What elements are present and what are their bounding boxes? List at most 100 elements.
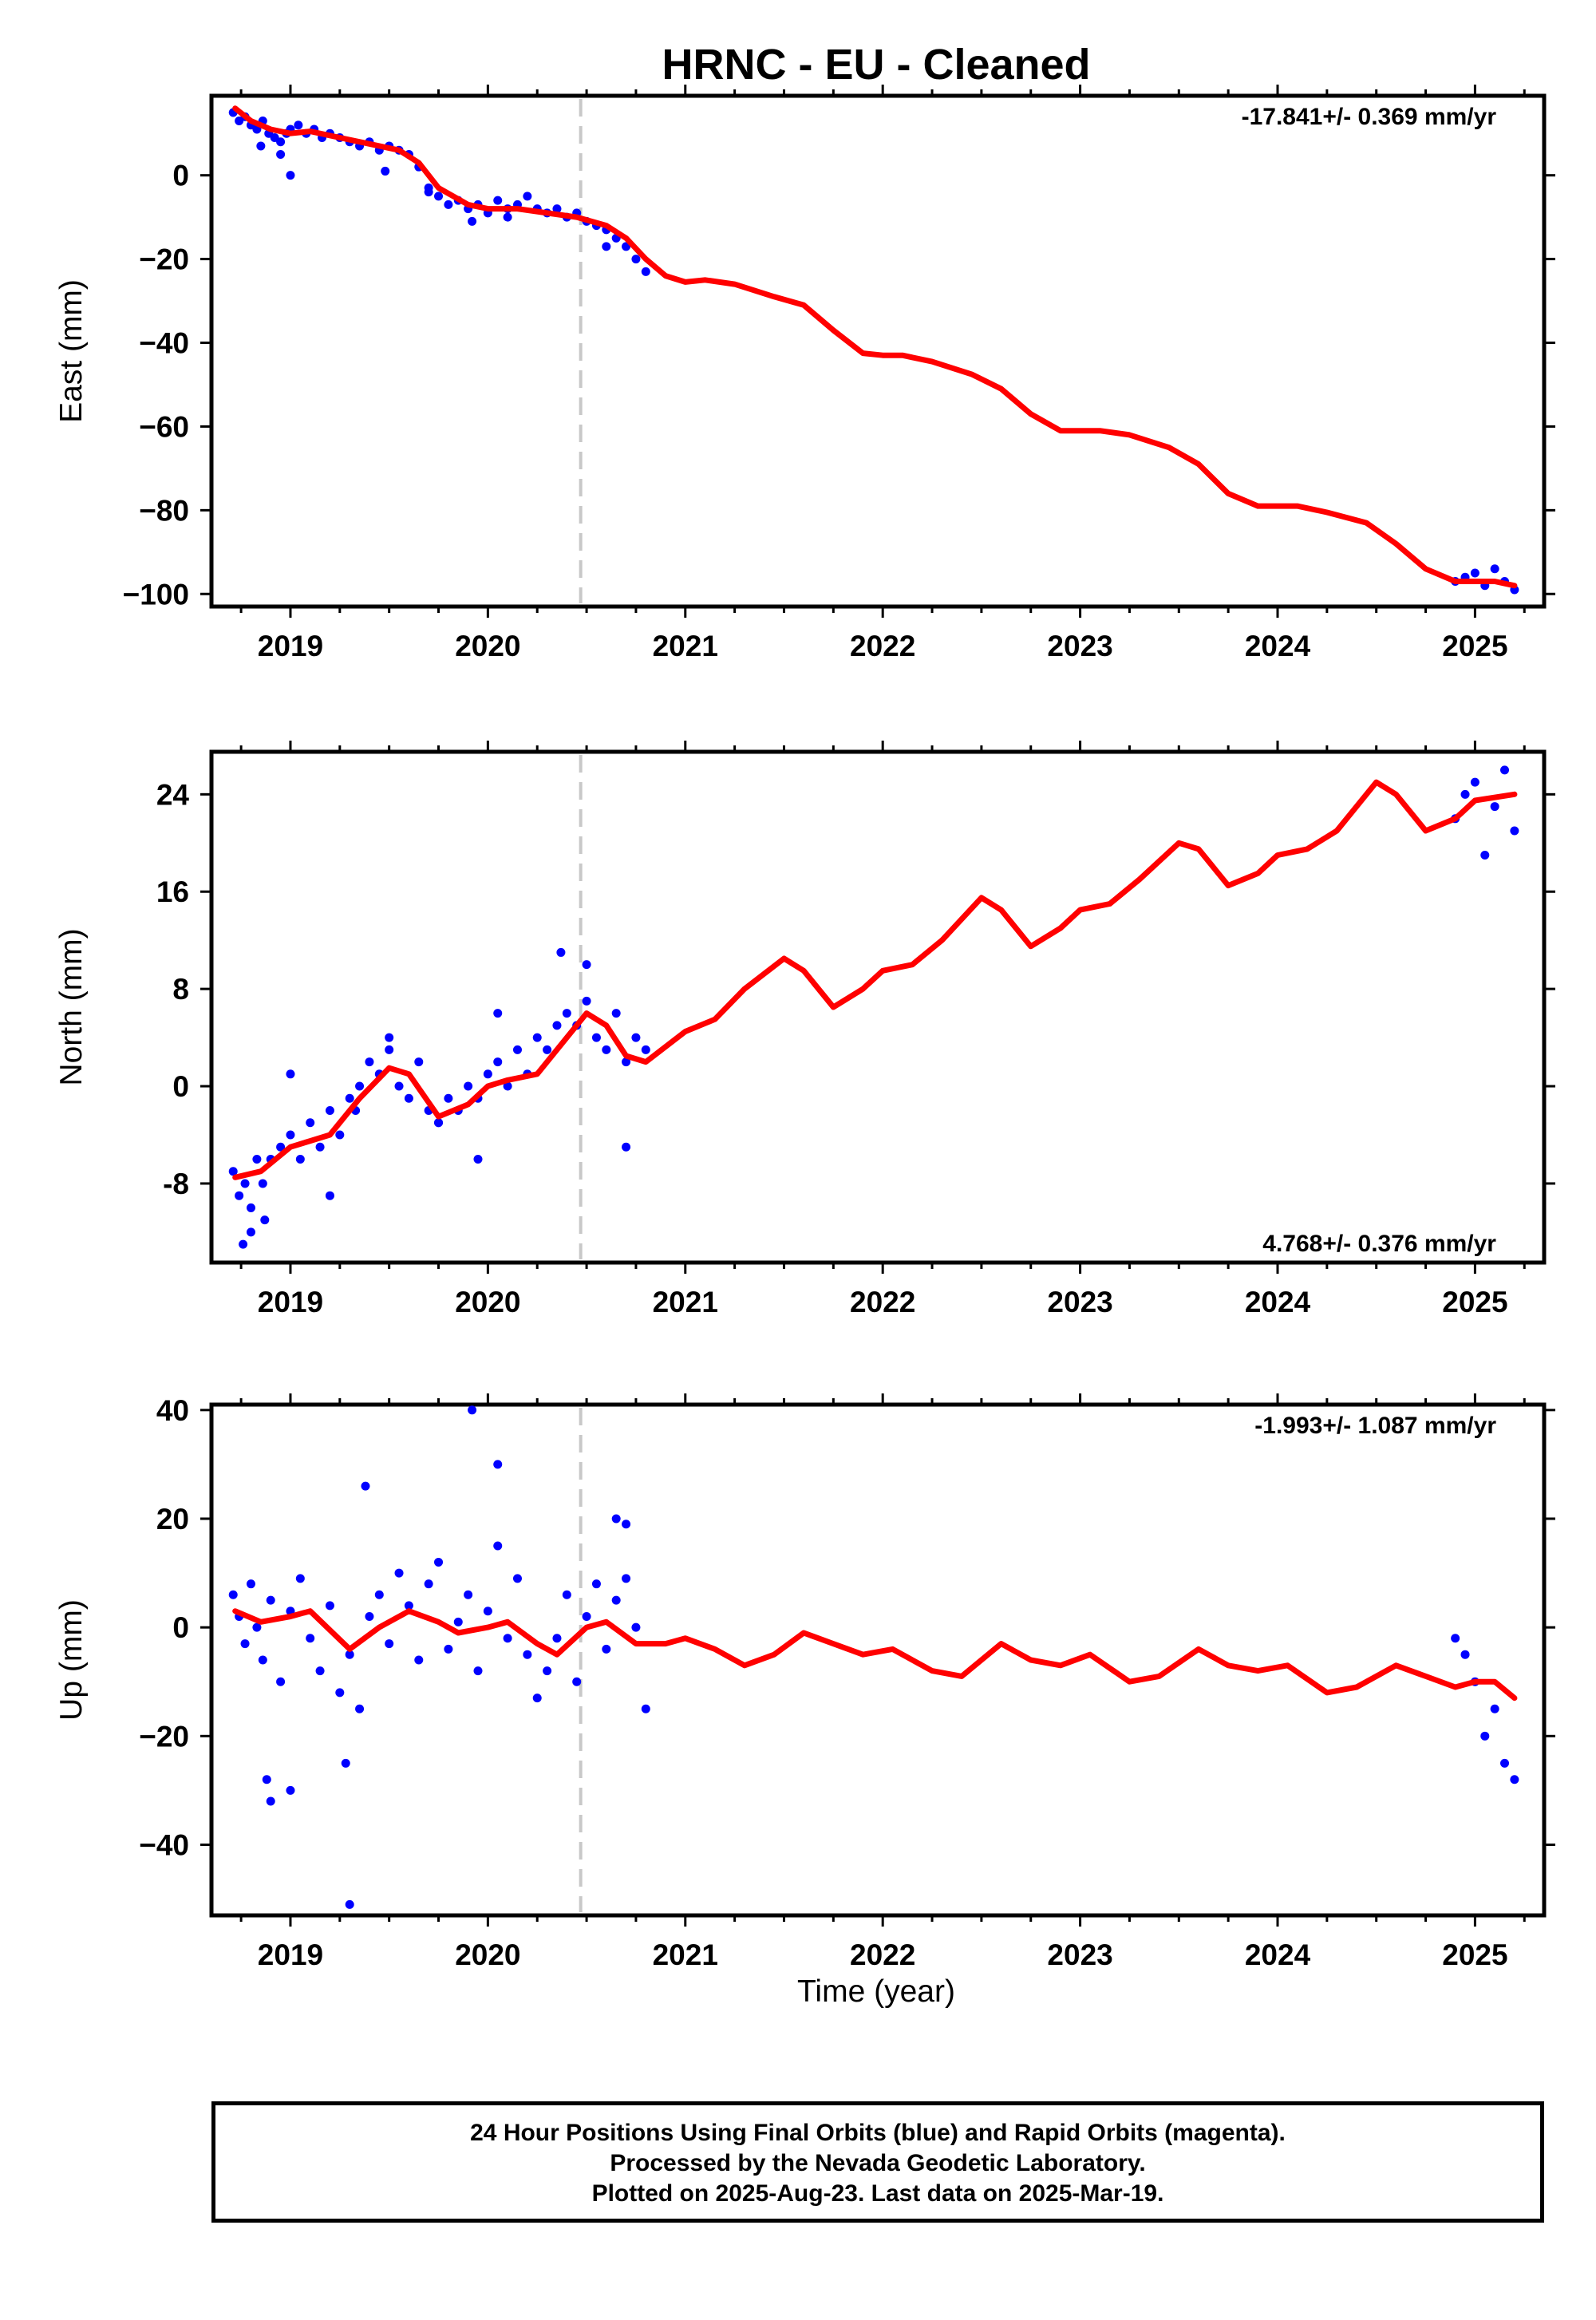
up-data-point — [1490, 1704, 1499, 1713]
north-data-point — [345, 1093, 354, 1103]
north-data-point — [532, 1033, 542, 1042]
north-data-point — [276, 1142, 286, 1152]
up-data-point — [444, 1644, 453, 1654]
north-data-point — [622, 1057, 631, 1067]
east-data-point — [1490, 564, 1499, 574]
north-data-point — [355, 1081, 365, 1091]
up-data-point — [228, 1590, 238, 1599]
up-data-point — [1480, 1731, 1490, 1741]
north-plot-frame — [209, 749, 1547, 1265]
north-data-point — [295, 1154, 305, 1164]
north-x-tick-label: 2025 — [1442, 1286, 1507, 1318]
up-data-point — [543, 1666, 552, 1676]
north-data-point — [258, 1179, 267, 1188]
north-data-point — [325, 1106, 334, 1116]
east-x-tick-label: 2020 — [455, 630, 520, 662]
east-model-curve — [232, 105, 1518, 589]
east-y-tick-label: −60 — [139, 410, 189, 443]
up-data-point — [325, 1601, 334, 1611]
east-y-tick-label: −40 — [139, 327, 189, 360]
north-data-point — [315, 1142, 325, 1152]
up-data-point — [611, 1595, 621, 1605]
east-data-point — [468, 216, 477, 226]
north-data-point — [286, 1130, 295, 1140]
up-y-tick-label: −40 — [139, 1828, 189, 1861]
up-data-point — [1500, 1758, 1510, 1768]
up-x-tick-label: 2021 — [653, 1939, 718, 1971]
north-data-point — [325, 1191, 334, 1200]
east-x-tick-label: 2024 — [1245, 630, 1311, 662]
north-data-point — [543, 1045, 552, 1054]
north-data-point — [239, 1239, 248, 1249]
up-data-point — [341, 1758, 350, 1768]
up-data-point — [622, 1574, 631, 1583]
up-data-point — [414, 1655, 424, 1665]
east-data-point — [602, 242, 611, 251]
footer-line-3: Plotted on 2025-Aug-23. Last data on 202… — [591, 2180, 1164, 2207]
up-x-tick-label: 2024 — [1245, 1939, 1311, 1971]
north-data-point — [414, 1057, 424, 1067]
north-data-point — [582, 960, 591, 970]
north-panel: 2019 2020 2021 2022 2023 2024 2025 24 16 8 0 -8 Nort… — [54, 741, 1555, 1318]
up-data-point — [602, 1644, 611, 1654]
north-data-point — [286, 1069, 295, 1079]
east-data-point — [286, 171, 295, 180]
east-data-point — [503, 212, 512, 222]
footer-line-1: 24 Hour Positions Using Final Orbits (bl… — [470, 2120, 1286, 2146]
north-data-point — [306, 1118, 315, 1128]
east-y-tick-label: −20 — [139, 243, 189, 276]
footer-box: 24 Hour Positions Using Final Orbits (bl… — [211, 2101, 1544, 2223]
up-data-point — [493, 1460, 503, 1469]
east-data-point — [424, 188, 433, 197]
north-data-point — [235, 1191, 244, 1200]
up-data-point — [335, 1688, 345, 1698]
up-data-point — [286, 1785, 295, 1795]
north-data-point — [591, 1033, 601, 1042]
up-x-tick-label: 2023 — [1047, 1939, 1112, 1971]
up-y-tick-label: −20 — [139, 1720, 189, 1753]
north-data-point — [385, 1045, 394, 1054]
east-data-point — [523, 192, 532, 201]
north-data-point — [641, 1045, 650, 1054]
east-data-point — [444, 200, 453, 209]
east-data-point — [381, 166, 390, 176]
north-data-point — [631, 1033, 641, 1042]
north-data-point — [252, 1154, 262, 1164]
east-data-point — [276, 137, 286, 147]
north-data-point — [1470, 777, 1479, 787]
north-data-point — [1490, 802, 1499, 812]
north-data-point — [562, 1009, 571, 1018]
up-data-point — [434, 1557, 444, 1567]
up-y-tick-label: 40 — [156, 1394, 189, 1427]
north-data-point — [1460, 789, 1470, 799]
up-x-tick-label: 2022 — [850, 1939, 915, 1971]
north-data-point — [434, 1118, 444, 1128]
north-data-point — [582, 996, 591, 1006]
up-data-point — [374, 1590, 384, 1599]
east-data-point — [1470, 568, 1479, 578]
north-data-point — [512, 1045, 522, 1054]
up-data-point — [453, 1617, 463, 1626]
east-x-tick-label: 2023 — [1047, 630, 1112, 662]
up-data-point — [591, 1579, 601, 1589]
up-data-point — [258, 1655, 267, 1665]
north-data-point — [602, 1045, 611, 1054]
up-data-point — [252, 1622, 262, 1632]
up-data-point — [622, 1520, 631, 1529]
north-y-axis-label: North (mm) — [54, 928, 89, 1085]
up-data-point — [246, 1579, 255, 1589]
up-data-point — [240, 1639, 250, 1649]
east-data-point — [434, 192, 444, 201]
north-data-point — [1510, 826, 1519, 836]
north-data-point — [365, 1057, 374, 1067]
up-data-point — [468, 1405, 477, 1415]
north-y-tick-label: 24 — [156, 778, 190, 811]
up-data-point — [1460, 1650, 1470, 1659]
north-data-point — [1500, 765, 1510, 775]
north-data-point — [394, 1081, 404, 1091]
up-data-point — [523, 1650, 532, 1659]
up-data-point — [345, 1899, 354, 1909]
up-y-tick-label: 0 — [172, 1611, 189, 1644]
north-data-point — [611, 1009, 621, 1018]
